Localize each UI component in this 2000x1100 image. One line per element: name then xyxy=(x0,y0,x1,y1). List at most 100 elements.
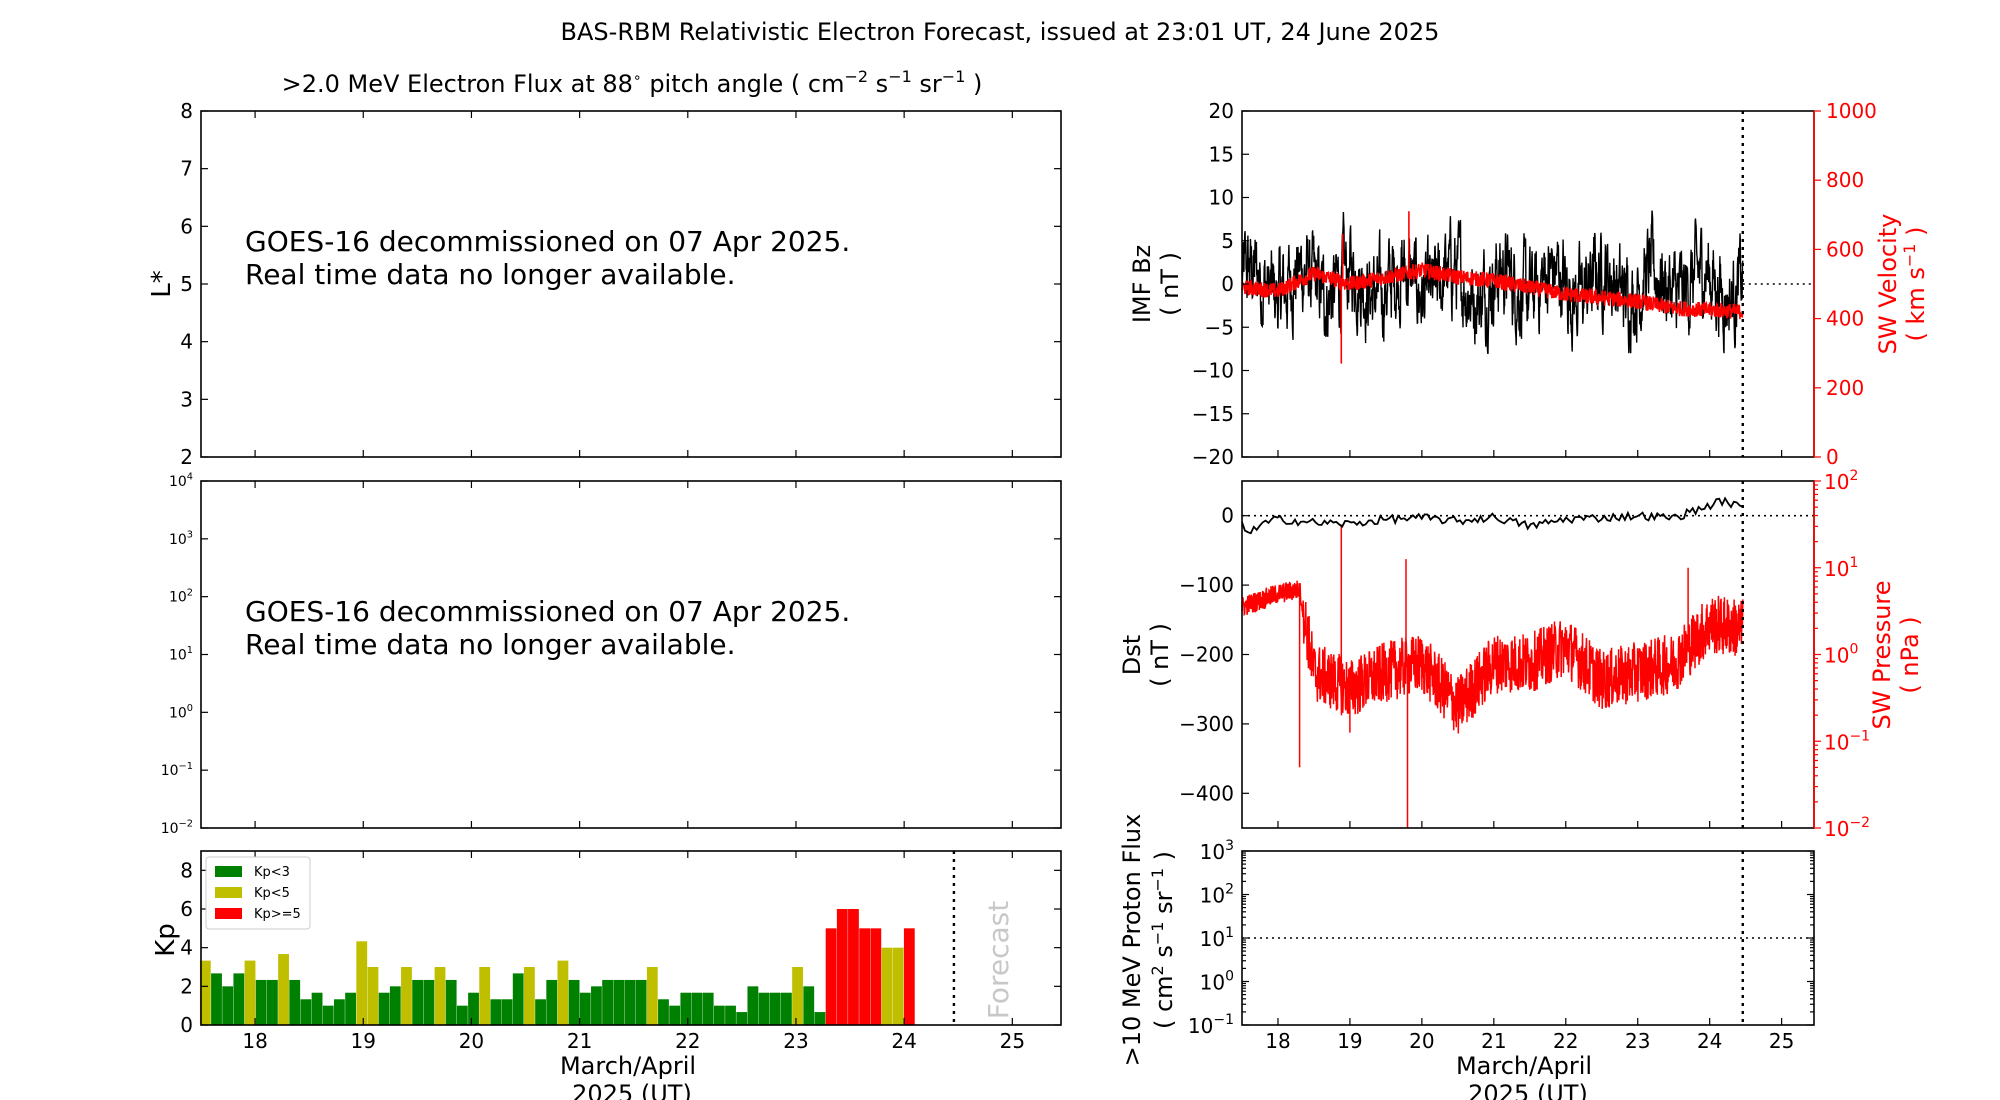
kp-bar xyxy=(568,979,580,1025)
kp-bar xyxy=(579,992,591,1025)
proton-ticks: 10−1 100 101 102 103 18 19 20 21 22 23 24 25 xyxy=(1188,838,1814,1053)
kp-bar xyxy=(233,973,245,1025)
kp-y-tick-label: 6 xyxy=(180,897,193,921)
kp-legend-swatch-high xyxy=(215,908,242,919)
proton-x-tick-label: 25 xyxy=(1769,1029,1794,1053)
kp-bar xyxy=(691,992,703,1025)
kp-x-label-line2: 2025 (UT) xyxy=(572,1080,692,1100)
kp-y-tick-label: 8 xyxy=(180,858,193,882)
proton-y-tick-label: 103 xyxy=(1200,838,1234,864)
kp-bar xyxy=(769,992,781,1025)
dst-y-tick-label: 0 xyxy=(1221,504,1234,528)
dst-y-tick-label: −300 xyxy=(1179,712,1234,736)
imf-y-tick-label: −20 xyxy=(1192,445,1234,469)
kp-y-tick-label: 4 xyxy=(180,936,193,960)
kp-bar xyxy=(278,954,289,1025)
velocity-y-label-line2: ( km s−1 ) xyxy=(1900,227,1930,342)
proton-y-tick-label: 100 xyxy=(1200,969,1234,995)
kp-x-tick-label: 19 xyxy=(351,1029,376,1053)
kp-bar xyxy=(255,979,267,1025)
kp-bar xyxy=(535,999,546,1025)
kp-bar xyxy=(903,928,915,1025)
lstar-y-label: L* xyxy=(147,270,177,298)
proton-y-label-line2: ( cm2 s−1 sr−1 ) xyxy=(1148,851,1178,1029)
forecast-watermark: Forecast xyxy=(982,901,1015,1020)
figure-title: BAS-RBM Relativistic Electron Forecast, … xyxy=(561,18,1440,46)
imf-y-tick-label: 0 xyxy=(1221,272,1234,296)
kp-bar xyxy=(401,967,412,1025)
imf-y-tick-label: −5 xyxy=(1205,315,1234,339)
flux-log-y-tick-label: 100 xyxy=(169,703,193,721)
flux-log-y-tick-label: 102 xyxy=(169,587,193,605)
imf-y-tick-label: 10 xyxy=(1209,186,1234,210)
proton-y-tick-label: 101 xyxy=(1200,925,1234,951)
panel-dst: −400 −300 −200 −100 0 10−2 10−1 100 101 102 Dst (… xyxy=(1118,468,1924,841)
lstar-message-line2: Real time data no longer available. xyxy=(245,258,736,291)
kp-bar xyxy=(803,986,815,1025)
velocity-y-tick-label: 0 xyxy=(1826,445,1839,469)
kp-bar xyxy=(456,1005,468,1025)
kp-legend-label-high: Kp>=5 xyxy=(254,907,301,922)
kp-bar xyxy=(289,979,301,1025)
dst-y-tick-label: −200 xyxy=(1179,643,1234,667)
kp-bar xyxy=(713,1005,725,1025)
kp-bar xyxy=(859,928,871,1025)
kp-bar xyxy=(658,999,669,1025)
velocity-series-line xyxy=(1241,211,1744,364)
panel-flux-title: >2.0 MeV Electron Flux at 88∘ pitch angl… xyxy=(282,67,983,98)
kp-bars xyxy=(199,909,915,1025)
dst-y-tick-label: −400 xyxy=(1179,781,1234,805)
imf-y-tick-label: −15 xyxy=(1192,402,1234,426)
kp-legend-label-mid: Kp<5 xyxy=(254,886,290,901)
velocity-y-label-line1: SW Velocity xyxy=(1874,214,1902,355)
kp-bar xyxy=(523,967,535,1025)
kp-bar xyxy=(602,979,614,1025)
lstar-y-tick-label: 8 xyxy=(180,99,193,123)
kp-axes-frame xyxy=(200,850,1062,1026)
kp-x-tick-label: 25 xyxy=(1000,1029,1025,1053)
proton-x-label-line2: 2025 (UT) xyxy=(1468,1080,1588,1100)
lstar-y-tick-label: 3 xyxy=(180,387,193,411)
kp-bar xyxy=(266,979,278,1025)
kp-bar xyxy=(311,992,323,1025)
kp-x-label-line1: March/April xyxy=(560,1052,696,1080)
imf-y-tick-label: 5 xyxy=(1221,229,1234,253)
kp-bar xyxy=(780,992,792,1025)
kp-bar xyxy=(423,979,435,1025)
imf-y-label-line1: IMF Bz xyxy=(1128,245,1156,323)
pressure-y-label-line1: SW Pressure xyxy=(1868,580,1896,729)
kp-x-tick-label: 22 xyxy=(675,1029,700,1053)
kp-bar xyxy=(300,999,312,1025)
proton-y-tick-label: 102 xyxy=(1200,882,1234,908)
dst-series-line xyxy=(1241,496,1744,535)
kp-bar xyxy=(725,1005,736,1025)
proton-x-tick-label: 20 xyxy=(1409,1029,1434,1053)
lstar-y-tick-label: 2 xyxy=(180,445,193,469)
lstar-y-tick-label: 7 xyxy=(180,157,193,181)
imf-y-tick-label: 15 xyxy=(1209,142,1234,166)
pressure-series-line xyxy=(1241,524,1744,828)
flux-log-message-line2: Real time data no longer available. xyxy=(245,628,736,661)
proton-x-tick-label: 22 xyxy=(1553,1029,1578,1053)
kp-bar xyxy=(613,979,625,1025)
kp-x-tick-label: 21 xyxy=(567,1029,592,1053)
proton-x-label-line1: March/April xyxy=(1456,1052,1592,1080)
kp-bar xyxy=(367,967,379,1025)
velocity-y-tick-label: 1000 xyxy=(1826,99,1877,123)
kp-bar xyxy=(468,992,479,1025)
velocity-y-tick-label: 600 xyxy=(1826,237,1864,261)
velocity-y-tick-label: 200 xyxy=(1826,376,1864,400)
kp-bar xyxy=(557,960,569,1025)
pressure-y-tick-label: 10−1 xyxy=(1824,728,1870,754)
kp-bar xyxy=(512,973,524,1025)
kp-bar xyxy=(848,909,859,1025)
kp-bar xyxy=(624,979,636,1025)
kp-bar xyxy=(825,928,837,1025)
flux-log-message-line1: GOES-16 decommissioned on 07 Apr 2025. xyxy=(245,595,850,628)
proton-x-tick-label: 19 xyxy=(1337,1029,1362,1053)
kp-x-tick-label: 18 xyxy=(242,1029,267,1053)
